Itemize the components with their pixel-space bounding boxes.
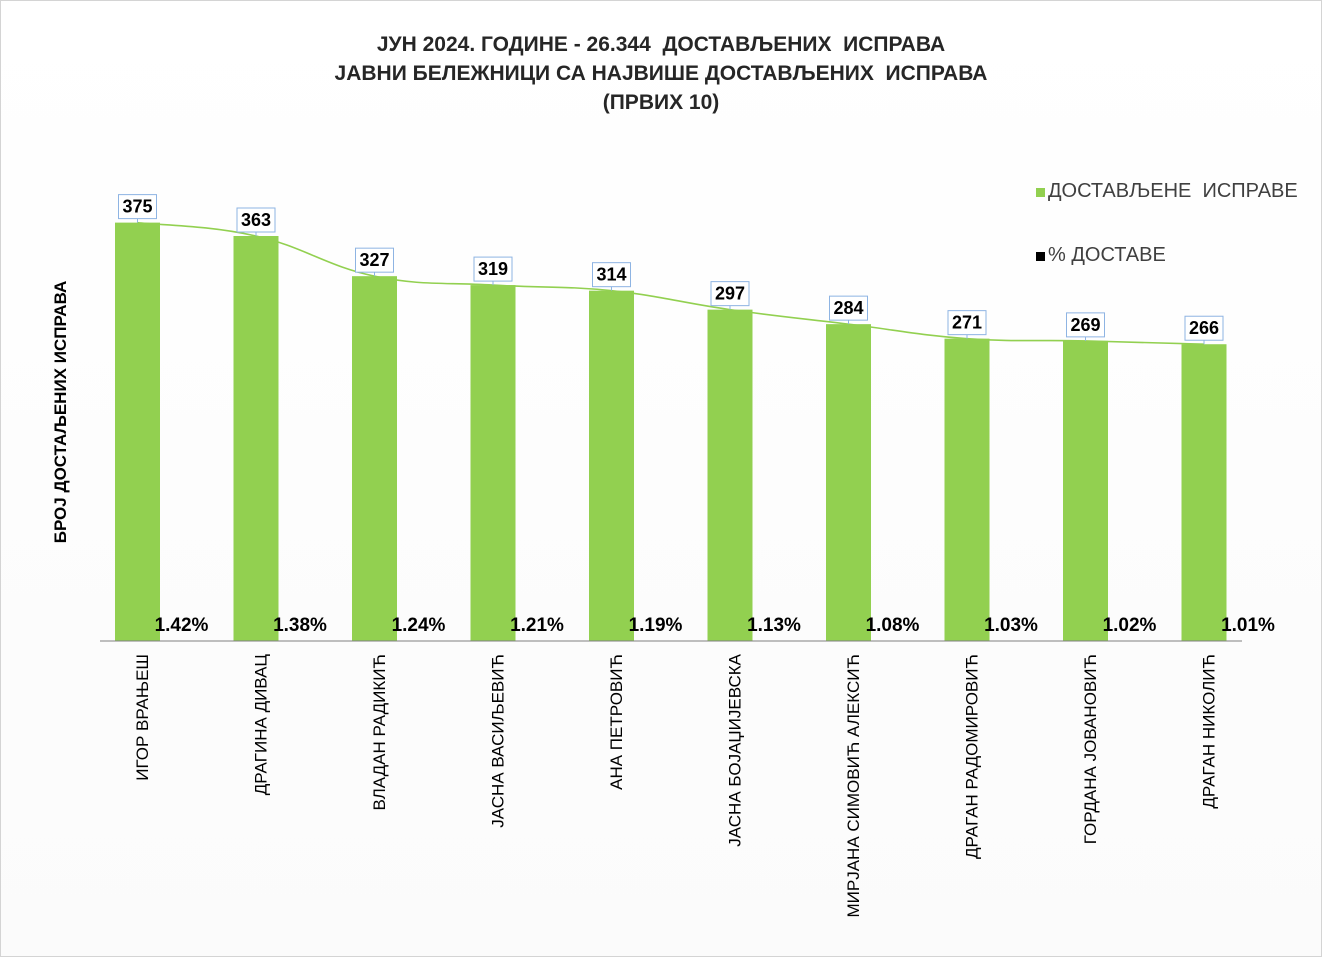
value-label-7: 284 — [833, 298, 863, 318]
value-label-10: 266 — [1189, 318, 1219, 338]
category-label-1: ИГОР ВРАЊЕШ — [133, 654, 152, 781]
value-label-3: 327 — [359, 250, 389, 270]
chart-title-line-1: ЈУН 2024. ГОДИНЕ - 26.344 ДОСТАВЉЕНИХ ИС… — [376, 33, 946, 56]
value-label-6: 297 — [715, 284, 745, 304]
bar-1 — [115, 222, 160, 642]
bar-3 — [352, 276, 397, 641]
category-label-4: ЈАСНА ВАСИЉЕВИЋ — [488, 654, 507, 828]
percent-label-10: 1.01% — [1221, 615, 1275, 636]
chart-title-line-2: ЈАВНИ БЕЛЕЖНИЦИ СА НАЈВИШЕ ДОСТАВЉЕНИХ И… — [334, 62, 988, 85]
legend-swatch-documents — [1036, 188, 1045, 197]
bar-7 — [826, 324, 871, 641]
legend-item-percent: % ДОСТАВЕ — [1036, 244, 1166, 270]
trend-line — [137, 221, 1205, 346]
percent-label-3: 1.24% — [392, 615, 446, 636]
value-label-5: 314 — [596, 265, 626, 285]
value-box-5 — [592, 262, 631, 288]
value-label-8: 271 — [952, 313, 982, 333]
percent-label-5: 1.19% — [629, 615, 683, 636]
percent-label-2: 1.38% — [273, 615, 327, 636]
bar-6 — [707, 309, 753, 641]
bar-5 — [589, 290, 634, 641]
value-box-3 — [355, 247, 394, 273]
value-label-4: 319 — [478, 259, 508, 279]
bar-8 — [944, 338, 990, 641]
legend-item-documents: ДОСТАВЉЕНЕ ИСПРАВЕ — [1036, 180, 1298, 206]
percent-label-1: 1.42% — [155, 615, 209, 636]
percent-label-6: 1.13% — [747, 615, 801, 636]
percent-label-4: 1.21% — [510, 615, 564, 636]
value-label-1: 375 — [122, 197, 152, 217]
category-label-6: ЈАСНА БОЈАЏИЈЕВСКА — [725, 653, 744, 846]
category-label-5: АНА ПЕТРОВИЋ — [607, 654, 626, 790]
value-box-8 — [947, 310, 987, 336]
bar-2 — [233, 236, 279, 641]
value-label-9: 269 — [1070, 315, 1100, 335]
bar-10 — [1181, 344, 1227, 641]
value-box-2 — [236, 207, 276, 233]
value-box-9 — [1066, 312, 1105, 338]
category-label-3: ВЛАДАН РАДИКИЋ — [370, 654, 389, 811]
legend: ДОСТАВЉЕНЕ ИСПРАВЕ % ДОСТАВЕ — [1036, 180, 1298, 308]
value-box-1 — [118, 194, 157, 220]
legend-label-percent: % ДОСТАВЕ — [1048, 244, 1166, 266]
legend-swatch-percent — [1036, 252, 1045, 261]
value-box-6 — [710, 281, 750, 307]
value-box-4 — [473, 256, 513, 282]
bar-4 — [470, 285, 516, 641]
category-label-2: ДРАГИНА ДИВАЦ — [251, 654, 270, 796]
legend-label-documents: ДОСТАВЉЕНЕ ИСПРАВЕ — [1048, 180, 1298, 202]
value-label-2: 363 — [241, 210, 271, 230]
bar-9 — [1063, 340, 1108, 641]
value-box-10 — [1184, 315, 1224, 341]
category-label-7: МИРЈАНА СИМОВИЋ АЛЕКСИЋ — [844, 654, 863, 918]
chart-title: ЈУН 2024. ГОДИНЕ - 26.344 ДОСТАВЉЕНИХ ИС… — [0, 30, 1322, 117]
category-label-10: ДРАГАН НИКОЛИЋ — [1199, 654, 1218, 809]
percent-label-8: 1.03% — [984, 615, 1038, 636]
percent-label-9: 1.02% — [1103, 615, 1157, 636]
chart-title-line-3: (ПРВИХ 10) — [602, 91, 720, 114]
percent-label-7: 1.08% — [866, 615, 920, 636]
category-label-9: ГОРДАНА ЈОВАНОВИЋ — [1081, 654, 1100, 844]
value-box-7 — [829, 295, 868, 321]
category-label-8: ДРАГАН РАДОМИРОВИЋ — [962, 654, 981, 859]
